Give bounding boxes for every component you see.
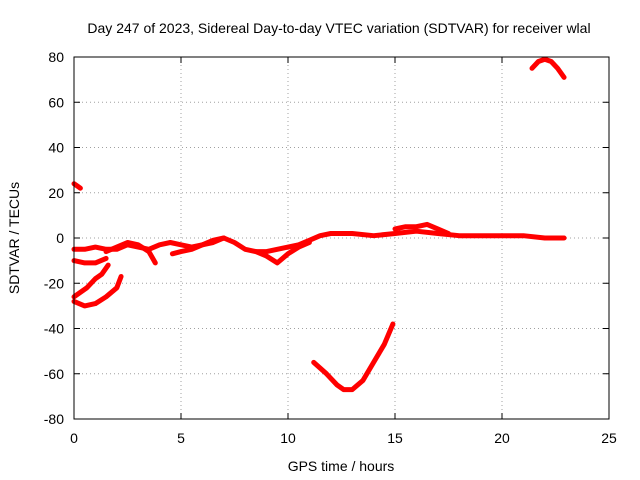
y-tick-label: 60 (48, 94, 64, 110)
series-track-g (71, 255, 109, 266)
x-tick-label: 15 (387, 430, 403, 446)
x-tick-label: 25 (601, 430, 617, 446)
x-tick-label: 20 (494, 430, 510, 446)
y-tick-label: 40 (48, 140, 64, 156)
y-tick-label: 20 (48, 185, 64, 201)
series-track-f (392, 221, 451, 236)
series-track-c (103, 240, 158, 266)
series-track-k (529, 56, 567, 80)
y-tick-label: -80 (44, 411, 64, 427)
y-axis-label: SDTVAR / TECUs (6, 182, 22, 294)
y-tick-label: 80 (48, 49, 64, 65)
series-track-a (71, 181, 83, 191)
y-tick-label: 0 (56, 230, 64, 246)
tick-labels: 0 5 10 15 20 25 -80 -60 -40 -20 0 20 40 60 80 (44, 49, 617, 446)
series-track-j (311, 321, 396, 393)
y-tick-label: -20 (44, 275, 64, 291)
x-tick-label: 10 (280, 430, 296, 446)
data-series (71, 56, 567, 393)
series-track-h (71, 262, 111, 300)
series-track-d (169, 235, 227, 257)
series-track-i (71, 274, 124, 309)
y-tick-label: -40 (44, 321, 64, 337)
x-tick-label: 0 (70, 430, 78, 446)
x-tick-label: 5 (177, 430, 185, 446)
x-axis-label: GPS time / hours (288, 458, 395, 474)
y-tick-label: -60 (44, 366, 64, 382)
series-track-e (253, 240, 312, 266)
chart-title: Day 247 of 2023, Sidereal Day-to-day VTE… (87, 20, 590, 36)
